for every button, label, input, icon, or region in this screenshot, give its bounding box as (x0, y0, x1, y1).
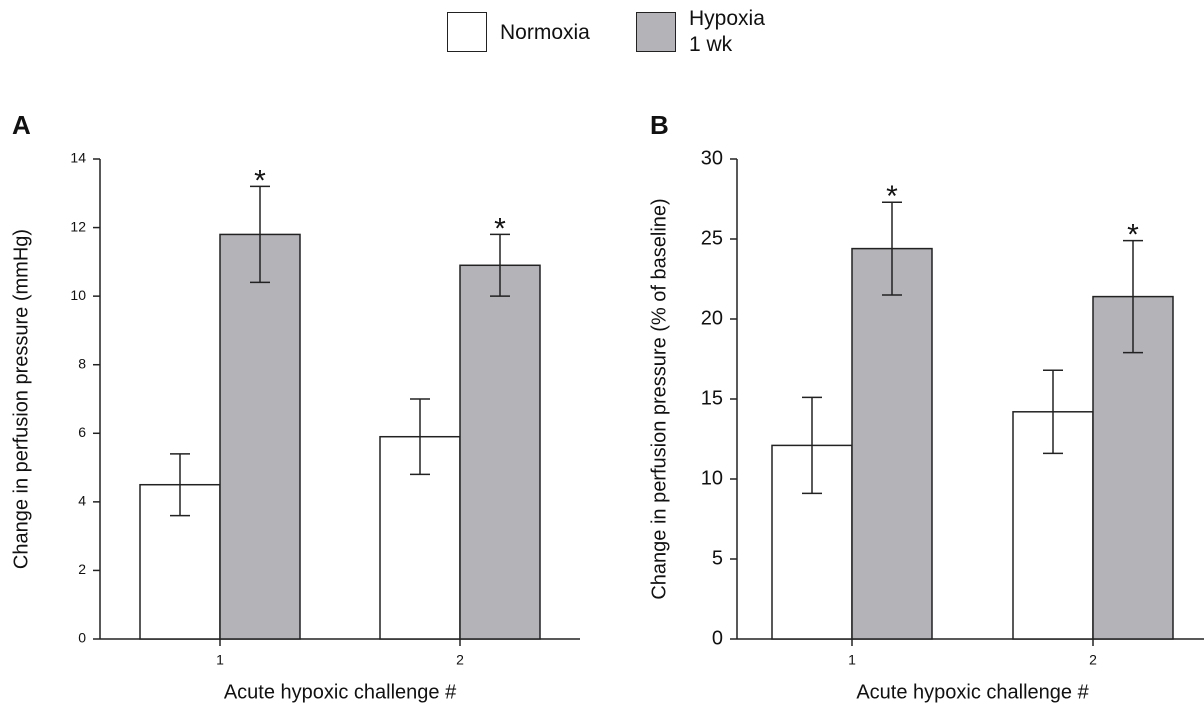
legend-swatch (636, 12, 676, 52)
y-tick-label: 15 (701, 387, 723, 409)
y-axis-label: Change in perfusion pressure (mmHg) (10, 229, 32, 569)
bar (219, 233, 301, 640)
y-tick-label: 0 (712, 627, 723, 649)
y-tick-label: 10 (70, 287, 86, 303)
bar (851, 247, 933, 640)
y-tick-label: 8 (78, 355, 86, 371)
x-axis-label: Acute hypoxic challenge # (224, 681, 457, 703)
y-tick-label: 0 (78, 630, 86, 646)
significance-marker: * (1127, 219, 1139, 252)
x-tick-label: 2 (1089, 652, 1097, 668)
x-tick-label: 1 (848, 652, 856, 668)
y-tick-label: 14 (70, 150, 86, 166)
legend-label: Hypoxia 1 wk (689, 7, 765, 56)
significance-marker: * (494, 212, 506, 245)
significance-marker: * (886, 180, 898, 213)
x-tick-label: 2 (456, 652, 464, 668)
y-tick-label: 6 (78, 424, 86, 440)
x-axis-label: Acute hypoxic challenge # (856, 681, 1089, 703)
panel-label: B (650, 110, 669, 140)
legend-swatch (447, 12, 487, 52)
significance-marker: * (254, 164, 266, 197)
bar (1092, 295, 1174, 640)
y-tick-label: 20 (701, 307, 723, 329)
panel-label: A (12, 110, 31, 140)
y-tick-label: 10 (701, 467, 723, 489)
bar (459, 264, 541, 640)
legend-label: Normoxia (500, 21, 590, 44)
y-tick-label: 25 (701, 227, 723, 249)
x-tick-label: 1 (216, 652, 224, 668)
y-tick-label: 4 (78, 493, 86, 509)
y-tick-label: 2 (78, 561, 86, 577)
y-tick-label: 12 (70, 218, 86, 234)
y-tick-label: 5 (712, 547, 723, 569)
y-tick-label: 30 (701, 147, 723, 169)
y-axis-label: Change in perfusion pressure (% of basel… (648, 198, 670, 599)
